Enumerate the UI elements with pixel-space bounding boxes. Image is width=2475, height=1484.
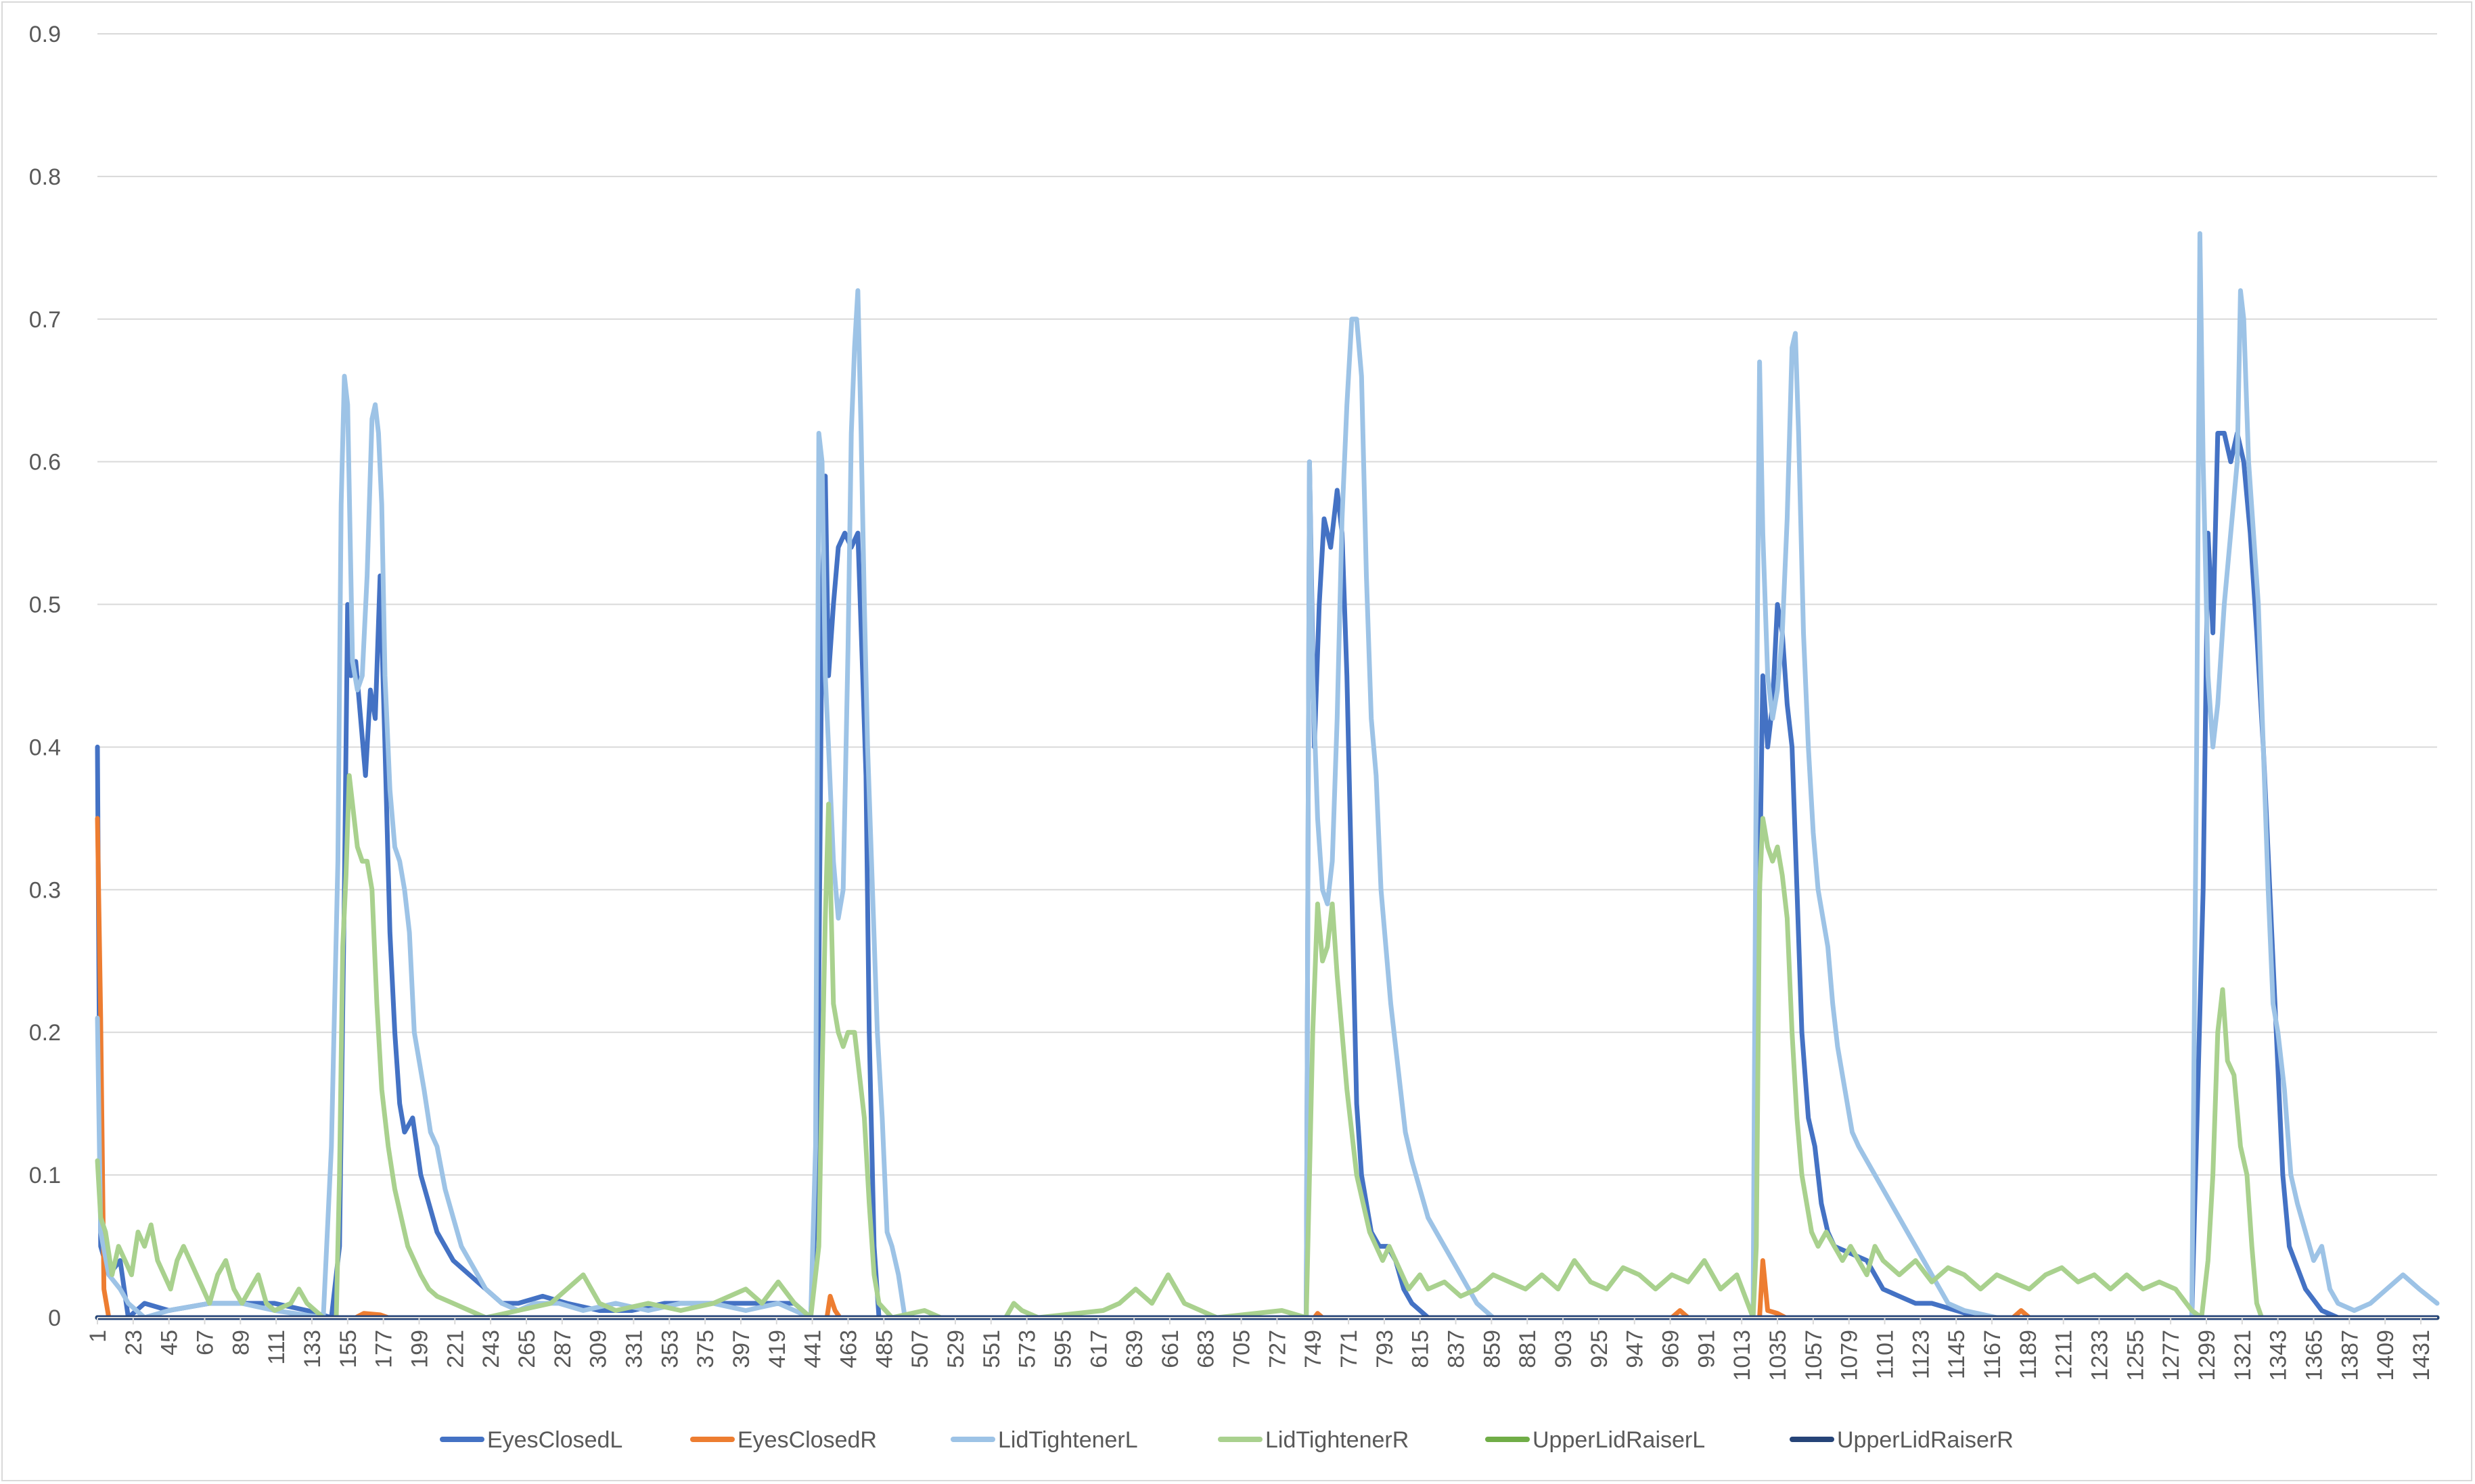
x-tick-label: 1431 — [2409, 1330, 2434, 1381]
series-line-eyesclosedl — [95, 431, 2440, 1320]
x-tick-label: 1255 — [2122, 1330, 2148, 1381]
legend-label-eyesclosedr: EyesClosedR — [737, 1427, 877, 1453]
y-tick-label: 0 — [48, 1305, 61, 1331]
legend-label-lidtightenerl: LidTightenerL — [998, 1427, 1138, 1453]
x-tick-label: 199 — [407, 1330, 432, 1368]
x-tick-label: 507 — [907, 1330, 933, 1368]
line-chart: 0 0.1 0.2 0.3 0.4 0.5 0.6 0.7 0.8 0.9 1 23 45 67 89 11… — [29, 22, 2440, 1453]
y-tick-label: 0.4 — [29, 735, 61, 760]
x-tick-label: 353 — [657, 1330, 683, 1368]
x-tick-label: 45 — [157, 1330, 183, 1355]
x-tick-label: 595 — [1050, 1330, 1076, 1368]
x-tick-label: 1013 — [1729, 1330, 1755, 1381]
y-tick-label: 0.7 — [29, 307, 61, 333]
x-tick-label: 1057 — [1801, 1330, 1827, 1381]
x-tick-label: 1299 — [2194, 1330, 2220, 1381]
x-tick-label: 727 — [1265, 1330, 1290, 1368]
legend: EyesClosedL EyesClosedR LidTightenerL LidTi… — [440, 1427, 2014, 1453]
x-tick-label: 683 — [1194, 1330, 1219, 1368]
y-tick-label: 0.1 — [29, 1163, 61, 1188]
x-tick-label: 859 — [1479, 1330, 1505, 1368]
legend-label-upperlidraiserl: UpperLidRaiserL — [1532, 1427, 1705, 1453]
y-tick-label: 0.5 — [29, 593, 61, 618]
x-tick-label: 903 — [1551, 1330, 1576, 1368]
x-tick-label: 485 — [871, 1330, 897, 1368]
x-tick-label: 265 — [514, 1330, 540, 1368]
x-tick-label: 67 — [192, 1330, 218, 1355]
x-tick-label: 1123 — [1908, 1330, 1934, 1379]
x-tick-label: 793 — [1372, 1330, 1398, 1368]
x-tick-label: 617 — [1086, 1330, 1112, 1368]
x-tick-label: 947 — [1622, 1330, 1648, 1368]
y-axis-ticks: 0 0.1 0.2 0.3 0.4 0.5 0.6 0.7 0.8 0.9 — [29, 22, 61, 1331]
x-tick-label: 837 — [1444, 1330, 1470, 1368]
x-tick-label: 89 — [228, 1330, 254, 1355]
x-tick-label: 771 — [1336, 1330, 1362, 1368]
x-tick-label: 111 — [264, 1330, 290, 1365]
x-tick-label: 243 — [478, 1330, 504, 1368]
x-tick-label: 1079 — [1837, 1330, 1863, 1381]
x-axis-ticks: 1 23 45 67 89 111 133 155 177 199 221 243 265 287 309 3… — [85, 1318, 2434, 1381]
x-tick-label: 1387 — [2337, 1330, 2363, 1381]
x-tick-label: 881 — [1515, 1330, 1541, 1368]
x-tick-label: 925 — [1587, 1330, 1612, 1368]
x-tick-label: 529 — [943, 1330, 969, 1368]
x-tick-label: 221 — [442, 1330, 468, 1368]
series-line-eyesclosedr — [95, 816, 2440, 1320]
x-tick-label: 1233 — [2087, 1330, 2113, 1381]
x-tick-label: 133 — [300, 1330, 325, 1368]
x-tick-label: 23 — [121, 1330, 147, 1355]
legend-label-upperlidraiserr: UpperLidRaiserR — [1837, 1427, 2014, 1453]
x-tick-label: 419 — [765, 1330, 790, 1368]
x-tick-label: 573 — [1015, 1330, 1041, 1368]
x-tick-label: 639 — [1122, 1330, 1148, 1368]
x-tick-label: 661 — [1158, 1330, 1183, 1368]
x-tick-label: 815 — [1408, 1330, 1434, 1368]
y-tick-label: 0.2 — [29, 1020, 61, 1046]
x-tick-label: 441 — [800, 1330, 826, 1368]
y-tick-label: 0.3 — [29, 877, 61, 903]
y-tick-label: 0.9 — [29, 22, 61, 47]
x-tick-label: 155 — [336, 1330, 361, 1368]
x-tick-label: 463 — [836, 1330, 861, 1368]
x-tick-label: 1145 — [1944, 1330, 1970, 1379]
x-tick-label: 705 — [1229, 1330, 1255, 1368]
x-tick-label: 1101 — [1873, 1330, 1899, 1379]
x-tick-label: 969 — [1658, 1330, 1684, 1368]
x-tick-label: 1035 — [1765, 1330, 1791, 1381]
gridlines — [97, 33, 2437, 1176]
x-tick-label: 1277 — [2158, 1330, 2184, 1381]
x-tick-label: 287 — [550, 1330, 576, 1368]
x-tick-label: 1189 — [2016, 1330, 2041, 1379]
x-tick-label: 1 — [85, 1330, 111, 1343]
x-tick-label: 1409 — [2373, 1330, 2399, 1381]
y-tick-label: 0.8 — [29, 164, 61, 190]
x-tick-label: 331 — [621, 1330, 647, 1368]
x-tick-label: 1211 — [2051, 1330, 2077, 1379]
x-tick-label: 1343 — [2266, 1330, 2292, 1381]
legend-label-eyesclosedl: EyesClosedL — [487, 1427, 622, 1453]
x-tick-label: 309 — [586, 1330, 612, 1368]
series-lines — [95, 231, 2440, 1320]
x-tick-label: 749 — [1300, 1330, 1326, 1368]
x-tick-label: 1167 — [1980, 1330, 2005, 1379]
x-tick-label: 991 — [1694, 1330, 1719, 1368]
series-line-lidtightenerr — [95, 773, 2440, 1320]
x-tick-label: 177 — [371, 1330, 397, 1368]
legend-label-lidtightenerr: LidTightenerR — [1265, 1427, 1409, 1453]
series-line-lidtightenerl — [95, 231, 2440, 1320]
x-tick-label: 397 — [729, 1330, 754, 1368]
x-tick-label: 1365 — [2301, 1330, 2327, 1381]
x-tick-label: 551 — [979, 1330, 1005, 1368]
x-tick-label: 1321 — [2230, 1330, 2256, 1381]
x-tick-label: 375 — [693, 1330, 719, 1368]
y-tick-label: 0.6 — [29, 450, 61, 476]
